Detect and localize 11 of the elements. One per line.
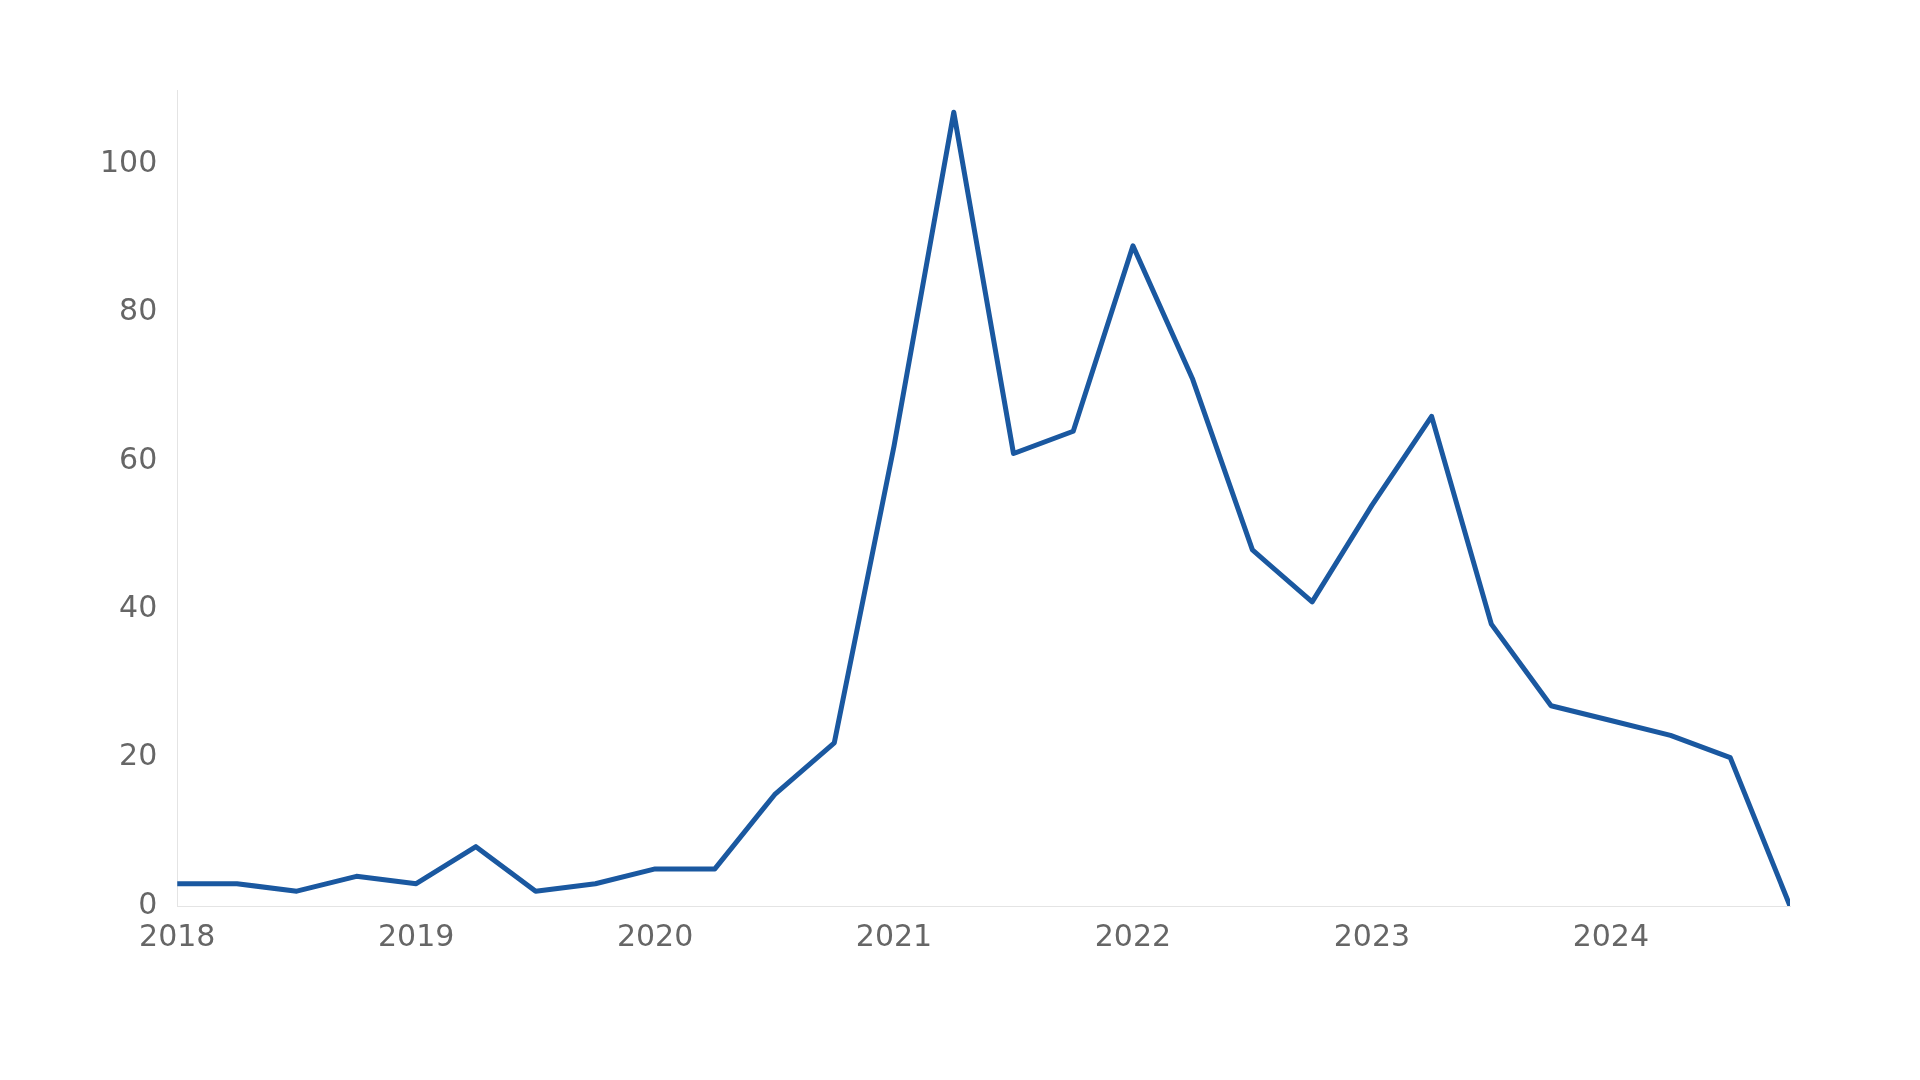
x-tick-label: 2020 [616, 917, 694, 953]
y-tick-label: 80 [119, 292, 158, 328]
x-tick-label: 2022 [1094, 917, 1172, 953]
x-tick-label: 2024 [1572, 917, 1649, 953]
x-tick-label: 2021 [855, 917, 933, 953]
y-tick-label: 60 [119, 440, 158, 476]
x-tick-label: 2023 [1333, 917, 1411, 953]
y-tick-label: 100 [100, 143, 158, 179]
y-tick-label: 40 [119, 589, 158, 625]
y-tick-label: 20 [119, 737, 158, 773]
x-tick-label: 2019 [378, 917, 455, 953]
